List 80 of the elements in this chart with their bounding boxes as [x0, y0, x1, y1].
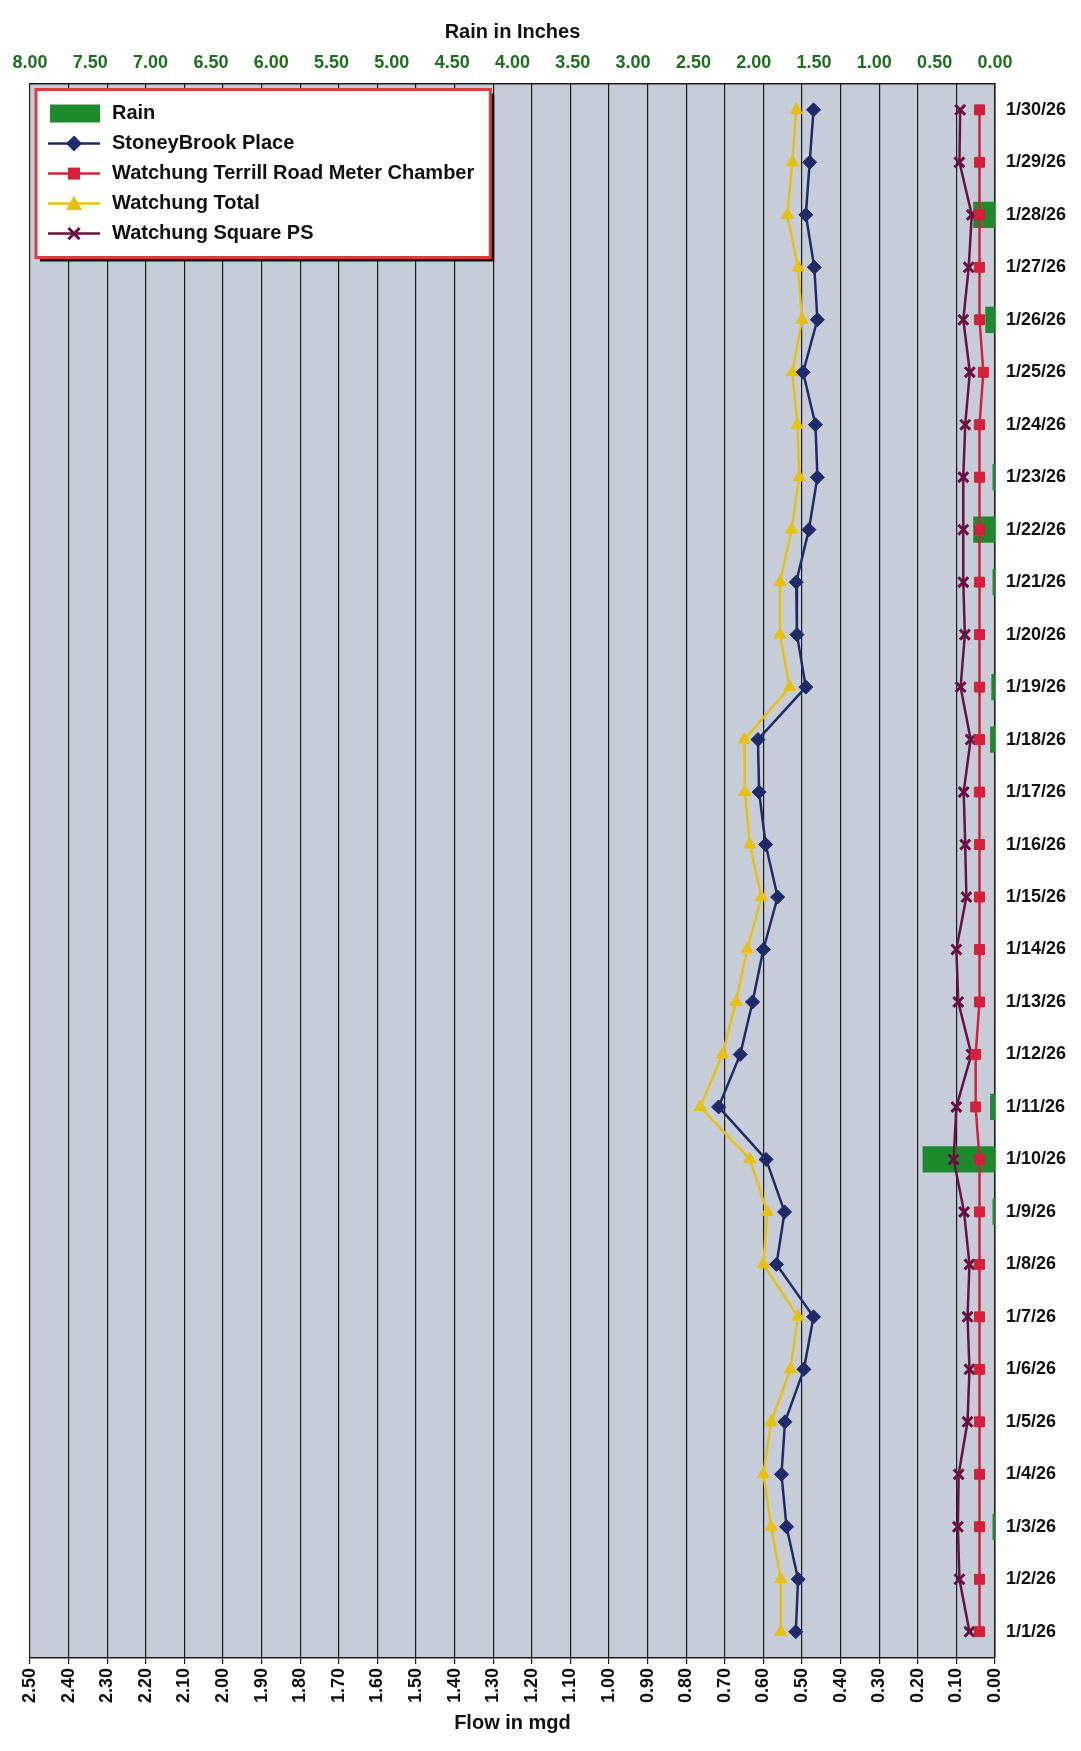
y-tick-label: 1/12/26 — [1005, 1043, 1067, 1064]
y-tick-label: 1/3/26 — [1005, 1515, 1056, 1536]
x2-tick-label: 1.50 — [796, 51, 832, 72]
x-tick-label: 0.80 — [675, 1667, 696, 1704]
x2-tick-label: 3.00 — [615, 51, 651, 72]
x2-tick-label: 4.00 — [494, 51, 530, 72]
x2-tick-label: 5.00 — [374, 51, 410, 72]
x2-tick-label: 7.50 — [72, 51, 108, 72]
x2-tick-label: 3.50 — [555, 51, 591, 72]
x2-tick-label: 6.00 — [253, 51, 289, 72]
x-tick-label: 2.30 — [96, 1667, 117, 1704]
x-tick-label: 2.40 — [57, 1667, 78, 1704]
x-tick-label: 1.30 — [482, 1667, 503, 1704]
y-tick-label: 1/29/26 — [1005, 151, 1067, 172]
x-tick-label: 1.00 — [597, 1667, 618, 1704]
x-tick-label: 0.00 — [983, 1667, 1004, 1704]
legend-label: Rain — [112, 101, 156, 124]
y-tick-label: 1/24/26 — [1005, 413, 1067, 434]
y-tick-label: 1/16/26 — [1005, 833, 1067, 854]
y-tick-label: 1/4/26 — [1005, 1463, 1056, 1484]
x-tick-label: 1.70 — [327, 1667, 348, 1704]
x-tick-label: 1.60 — [366, 1667, 387, 1704]
x-tick-label: 0.20 — [906, 1667, 927, 1704]
x-axis-title: Flow in mgd — [454, 1710, 571, 1733]
x2-axis-title: Rain in Inches — [444, 19, 581, 42]
y-tick-label: 1/23/26 — [1005, 466, 1067, 487]
y-tick-label: 1/5/26 — [1005, 1410, 1056, 1431]
x2-tick-label: 7.00 — [133, 51, 169, 72]
x-tick-label: 0.40 — [829, 1667, 850, 1704]
x-tick-label: 2.10 — [173, 1667, 194, 1704]
y-tick-label: 1/14/26 — [1005, 938, 1067, 959]
x-tick-label: 1.50 — [404, 1667, 425, 1704]
x-tick-label: 2.20 — [134, 1667, 155, 1704]
y-tick-label: 1/30/26 — [1005, 98, 1067, 119]
x2-tick-label: 2.50 — [675, 51, 711, 72]
y-tick-label: 1/2/26 — [1005, 1568, 1056, 1589]
x-tick-label: 0.90 — [636, 1667, 657, 1704]
y-tick-label: 1/13/26 — [1005, 990, 1067, 1011]
x-tick-label: 1.10 — [559, 1667, 580, 1704]
x2-tick-label: 6.50 — [193, 51, 229, 72]
y-tick-label: 1/22/26 — [1005, 518, 1067, 539]
y-tick-label: 1/7/26 — [1005, 1305, 1056, 1326]
y-tick-label: 1/15/26 — [1005, 885, 1067, 906]
x-tick-label: 1.80 — [289, 1667, 310, 1704]
x-tick-label: 2.00 — [211, 1667, 232, 1704]
x-tick-label: 0.60 — [752, 1667, 773, 1704]
x-tick-label: 0.70 — [713, 1667, 734, 1704]
y-tick-label: 1/27/26 — [1005, 256, 1067, 277]
x2-tick-label: 4.50 — [434, 51, 470, 72]
y-tick-label: 1/11/26 — [1005, 1095, 1066, 1116]
x-tick-label: 0.10 — [945, 1667, 966, 1704]
y-tick-label: 1/8/26 — [1005, 1253, 1056, 1274]
y-tick-label: 1/1/26 — [1005, 1620, 1056, 1641]
legend-label: Watchung Terrill Road Meter Chamber — [112, 161, 475, 184]
y-tick-label: 1/18/26 — [1005, 728, 1067, 749]
legend-label: Watchung Square PS — [112, 221, 314, 244]
x2-tick-label: 8.00 — [12, 51, 48, 72]
x-tick-label: 0.30 — [868, 1667, 889, 1704]
y-tick-label: 1/26/26 — [1005, 308, 1067, 329]
x-tick-label: 1.40 — [443, 1667, 464, 1704]
y-tick-label: 1/19/26 — [1005, 676, 1067, 697]
x2-tick-label: 1.00 — [856, 51, 892, 72]
y-tick-label: 1/28/26 — [1005, 203, 1067, 224]
y-tick-label: 1/20/26 — [1005, 623, 1067, 644]
y-tick-label: 1/9/26 — [1005, 1200, 1056, 1221]
x2-tick-label: 0.00 — [977, 51, 1013, 72]
y-tick-label: 1/25/26 — [1005, 361, 1067, 382]
y-tick-label: 1/21/26 — [1005, 571, 1067, 592]
y-tick-label: 1/10/26 — [1005, 1148, 1067, 1169]
y-tick-label: 1/17/26 — [1005, 781, 1067, 802]
y-tick-label: 1/6/26 — [1005, 1358, 1056, 1379]
x-tick-label: 2.50 — [18, 1667, 39, 1704]
legend-label: StoneyBrook Place — [112, 131, 295, 154]
x-tick-label: 0.50 — [790, 1667, 811, 1704]
x-tick-label: 1.90 — [250, 1667, 271, 1704]
x2-tick-label: 5.50 — [314, 51, 350, 72]
legend-label: Watchung Total — [112, 191, 260, 214]
x-tick-label: 1.20 — [520, 1667, 541, 1704]
x2-tick-label: 0.50 — [917, 51, 953, 72]
x2-tick-label: 2.00 — [736, 51, 772, 72]
